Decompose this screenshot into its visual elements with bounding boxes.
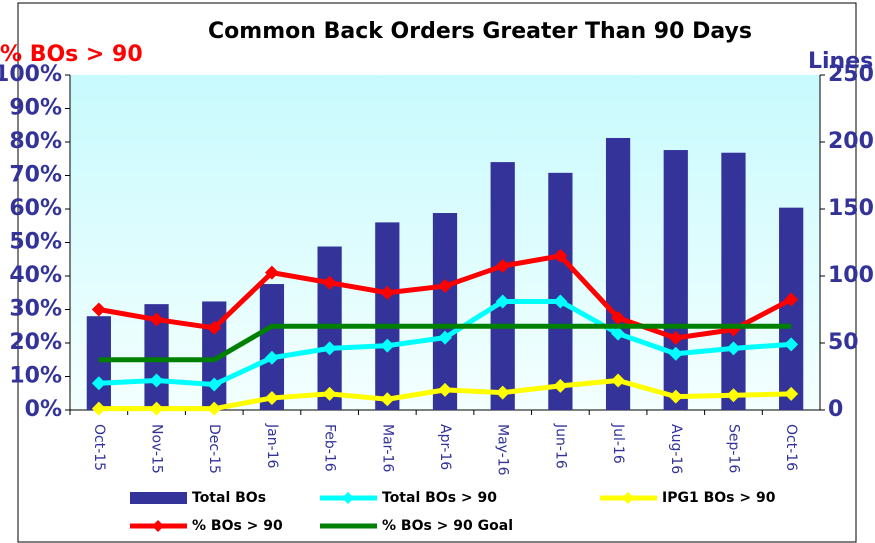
- x-tick-label: Mar-16: [379, 424, 395, 472]
- marker: [322, 341, 337, 356]
- marker: [553, 294, 568, 309]
- x-tick-label: Dec-15: [206, 424, 222, 474]
- marker: [91, 401, 106, 416]
- x-tick-label: Feb-16: [322, 424, 338, 472]
- marker: [380, 285, 395, 300]
- legend-label: % BOs > 90 Goal: [382, 518, 513, 534]
- marker: [668, 389, 683, 404]
- marker: [495, 258, 510, 273]
- marker: [322, 275, 337, 290]
- marker: [784, 292, 799, 307]
- x-tick-label: Aug-16: [668, 424, 684, 474]
- y-tick-label: 90%: [9, 96, 62, 121]
- marker: [264, 390, 279, 405]
- x-tick-label: Sep-16: [725, 424, 741, 473]
- y-tick-label: 10%: [9, 364, 62, 389]
- y-tick-label: 70%: [9, 163, 62, 188]
- marker: [438, 279, 452, 294]
- marker: [726, 341, 741, 356]
- marker: [380, 338, 395, 353]
- marker: [264, 265, 279, 280]
- y-tick-label: 50%: [9, 230, 62, 255]
- line: [98, 323, 792, 363]
- x-tick-label: Jul-16: [610, 423, 626, 464]
- legend-label: Total BOs > 90: [382, 490, 497, 506]
- marker: [495, 294, 510, 309]
- x-tick-label: May-16: [495, 424, 511, 476]
- bar: [86, 316, 111, 410]
- marker: [553, 378, 568, 393]
- chart-title: Common Back Orders Greater Than 90 Days: [208, 19, 752, 44]
- y2-tick-label: 250: [828, 62, 874, 87]
- x-tick-label: Oct-15: [91, 424, 107, 471]
- marker: [207, 377, 222, 392]
- legend-label: % BOs > 90: [192, 518, 283, 534]
- marker: [438, 382, 452, 397]
- y-tick-label: 100%: [0, 62, 62, 87]
- marker: [149, 401, 164, 416]
- bar: [259, 284, 285, 410]
- marker: [495, 385, 510, 400]
- legend-label: IPG1 BOs > 90: [662, 490, 776, 506]
- marker: [611, 373, 626, 388]
- y-tick-label: 80%: [9, 129, 62, 154]
- y2-tick-label: 0: [828, 397, 843, 422]
- bar: [721, 152, 746, 410]
- y2-tick-label: 150: [828, 196, 874, 221]
- marker: [784, 337, 799, 352]
- x-tick-label: Jan-16: [264, 423, 280, 469]
- bar: [548, 172, 573, 410]
- legend-marker: [152, 520, 164, 532]
- marker: [668, 330, 683, 345]
- x-tick-label: Apr-16: [437, 424, 453, 470]
- bar: [663, 150, 688, 411]
- y2-tick-label: 50: [828, 330, 859, 355]
- y2-axis-title: Lines: [808, 49, 873, 74]
- marker: [611, 326, 626, 341]
- marker: [91, 302, 106, 317]
- marker: [149, 373, 164, 388]
- y-tick-label: 30%: [9, 297, 62, 322]
- marker: [207, 320, 222, 335]
- y-tick-label: 20%: [9, 330, 62, 355]
- legend-marker: [342, 492, 354, 504]
- bar: [490, 162, 515, 410]
- marker: [322, 386, 337, 401]
- marker: [784, 386, 799, 401]
- x-tick-label: Nov-15: [149, 424, 165, 474]
- marker: [668, 346, 683, 361]
- bar: [375, 222, 400, 410]
- marker: [207, 401, 222, 416]
- marker: [611, 310, 626, 325]
- y-tick-label: 0%: [25, 397, 62, 422]
- x-tick-label: Oct-16: [783, 424, 799, 471]
- bar: [779, 207, 804, 410]
- marker: [726, 388, 741, 403]
- marker: [553, 248, 568, 263]
- marker: [380, 392, 395, 407]
- bar: [432, 213, 458, 410]
- y-tick-label: 40%: [9, 263, 62, 288]
- marker: [438, 330, 452, 345]
- y2-tick-label: 200: [828, 129, 874, 154]
- marker: [91, 376, 106, 391]
- marker: [149, 312, 164, 327]
- x-tick-label: Jun-16: [552, 423, 568, 469]
- y-axis-title: % BOs > 90: [0, 42, 143, 67]
- legend-marker: [622, 492, 634, 504]
- bar: [605, 137, 631, 411]
- y-tick-label: 60%: [9, 196, 62, 221]
- legend-swatch: [130, 492, 187, 504]
- legend-label: Total BOs: [192, 490, 266, 506]
- marker: [264, 350, 279, 365]
- y2-tick-label: 100: [828, 263, 874, 288]
